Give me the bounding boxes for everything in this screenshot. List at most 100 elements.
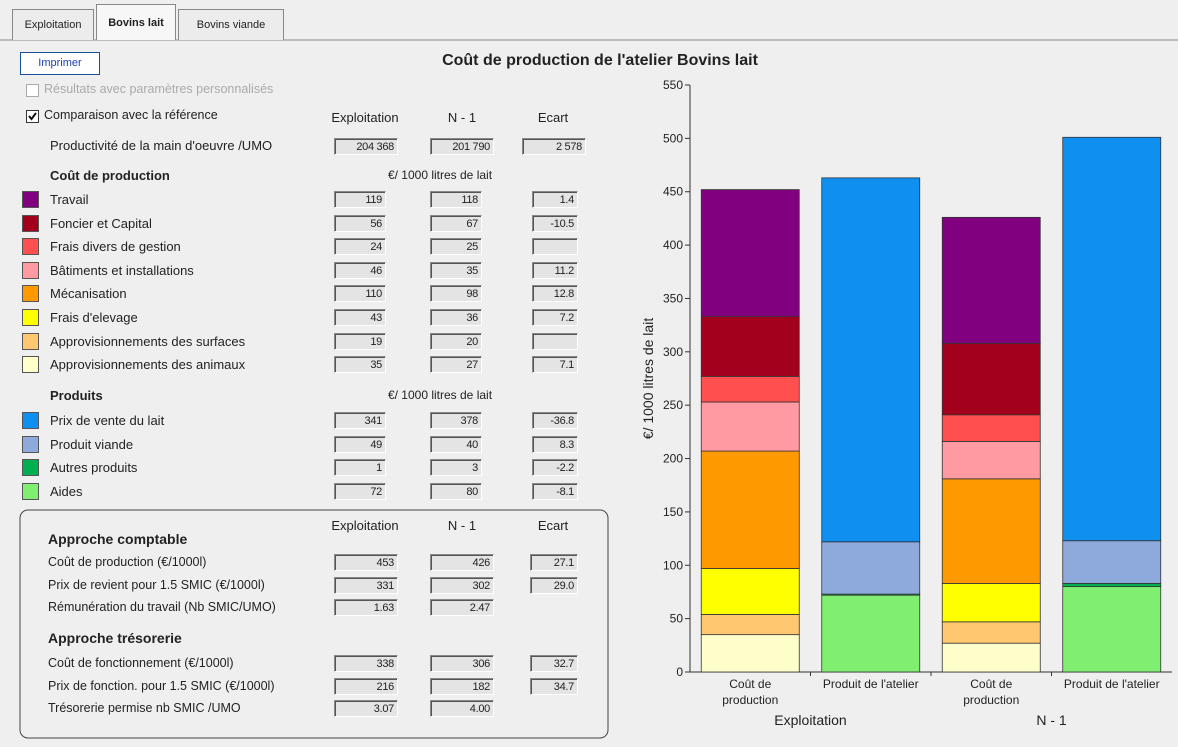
y-tick-label: 250 — [663, 398, 683, 412]
value-box: 19 — [334, 332, 386, 350]
y-tick-label: 550 — [663, 78, 683, 92]
column-header: N - 1 — [447, 518, 477, 533]
legend-swatch — [22, 214, 39, 232]
option-label: Résultats avec paramètres personnalisés — [44, 82, 274, 96]
value-box: 34.7 — [530, 677, 578, 695]
value-box: 49 — [334, 435, 386, 453]
y-tick-label: 50 — [670, 612, 684, 626]
value-box: 35 — [430, 261, 482, 279]
row-label: Coût de production (€/1000l) — [48, 555, 207, 569]
row-label: Mécanisation — [50, 286, 127, 302]
bar-segment — [941, 216, 1041, 344]
legend-swatch — [22, 309, 39, 326]
value-box: 182 — [430, 677, 494, 695]
row-label: Prix de revient pour 1.5 SMIC (€/1000l) — [48, 577, 265, 592]
value-box: 426 — [430, 554, 494, 571]
group-label: N - 1 — [1036, 712, 1067, 728]
value-box: 25 — [430, 238, 482, 256]
bar-segment — [700, 401, 800, 452]
value-box: -2.2 — [532, 459, 578, 477]
tab[interactable]: Exploitation — [12, 9, 94, 40]
value-box: 43 — [334, 309, 386, 326]
section-title: Approche comptable — [48, 531, 188, 547]
tab[interactable]: Bovins lait — [96, 4, 176, 40]
y-axis-label: €/ 1000 litres de lait — [640, 318, 656, 440]
bar-segment — [700, 568, 800, 615]
bar-segment — [941, 414, 1041, 442]
value-box: 302 — [430, 576, 494, 594]
bar-segment — [1062, 540, 1162, 584]
x-tick-label: Produit de l'atelier — [822, 677, 919, 691]
bar-segment — [1062, 136, 1162, 542]
print-button[interactable]: Imprimer — [20, 52, 100, 75]
y-tick-label: 350 — [663, 291, 683, 305]
value-box: 72 — [334, 482, 386, 500]
y-tick-label: 150 — [663, 505, 683, 519]
value-box: 11.2 — [532, 261, 578, 279]
bar-segment — [941, 583, 1041, 623]
y-tick-label: 200 — [663, 452, 683, 466]
option-label: Comparaison avec la référence — [44, 108, 218, 122]
value-box: 338 — [334, 655, 398, 672]
x-tick-label: Coût de production — [963, 677, 1020, 707]
checkbox[interactable] — [26, 110, 39, 123]
y-tick-label: 0 — [676, 665, 683, 679]
group-label: Exploitation — [774, 712, 847, 728]
row-label: Rémunération du travail (Nb SMIC/UMO) — [48, 600, 276, 614]
value-box: 27 — [430, 356, 482, 374]
row-label: Productivité de la main d'oeuvre /UMO — [50, 138, 273, 153]
value-box: 7.1 — [532, 356, 578, 374]
value-box: 40 — [430, 435, 482, 453]
legend-swatch — [22, 285, 39, 303]
column-header: Exploitation — [331, 110, 399, 125]
tab[interactable]: Bovins viande — [178, 9, 284, 40]
bar-segment — [1062, 586, 1162, 673]
value-box: 378 — [430, 412, 482, 429]
row-label: Frais d'elevage — [50, 310, 138, 325]
column-header: N - 1 — [447, 110, 477, 125]
bar-segment — [700, 316, 800, 377]
column-header: Ecart — [537, 110, 569, 125]
bar-segment — [700, 375, 800, 403]
row-label: Foncier et Capital — [50, 215, 152, 231]
value-box: 24 — [334, 238, 386, 256]
checkbox — [26, 84, 39, 97]
legend-swatch — [22, 482, 39, 500]
page-title: Coût de production de l'atelier Bovins l… — [442, 52, 758, 69]
value-box: 216 — [334, 677, 398, 695]
value-box: 2 578 — [522, 138, 586, 155]
value-box: 341 — [334, 412, 386, 429]
row-label: Coût de fonctionnement (€/1000l) — [48, 656, 234, 670]
value-box: 29.0 — [530, 576, 578, 594]
value-box: 4.00 — [430, 700, 494, 717]
value-box: 7.2 — [532, 309, 578, 326]
legend-swatch — [22, 356, 39, 374]
row-label: Trésorerie permise nb SMIC /UMO — [48, 701, 241, 715]
value-box: 67 — [430, 214, 482, 232]
value-box: 3.07 — [334, 700, 398, 717]
value-box: 35 — [334, 356, 386, 374]
row-label: Frais divers de gestion — [50, 239, 181, 255]
x-tick-label: Coût de production — [722, 677, 779, 707]
section-unit: €/ 1000 litres de lait — [387, 388, 493, 402]
row-label: Approvisionnements des animaux — [50, 357, 246, 373]
y-tick-label: 450 — [663, 185, 683, 199]
section-unit: €/ 1000 litres de lait — [387, 168, 493, 182]
value-box: 12.8 — [532, 285, 578, 303]
row-label: Aides — [50, 483, 83, 499]
row-label: Prix de vente du lait — [50, 413, 165, 428]
legend-swatch — [22, 412, 39, 429]
row-label: Approvisionnements des surfaces — [50, 333, 246, 349]
legend-swatch — [22, 238, 39, 256]
y-tick-label: 400 — [663, 238, 683, 252]
value-box: 98 — [430, 285, 482, 303]
bar-segment — [941, 621, 1041, 644]
bar-segment — [821, 541, 921, 595]
bar-segment — [821, 594, 921, 673]
section-frame — [19, 509, 609, 739]
value-box: 27.1 — [530, 554, 578, 571]
bar-segment — [941, 642, 1041, 673]
x-tick-label: Produit de l'atelier — [1063, 677, 1160, 691]
section-title: Produits — [50, 388, 103, 403]
